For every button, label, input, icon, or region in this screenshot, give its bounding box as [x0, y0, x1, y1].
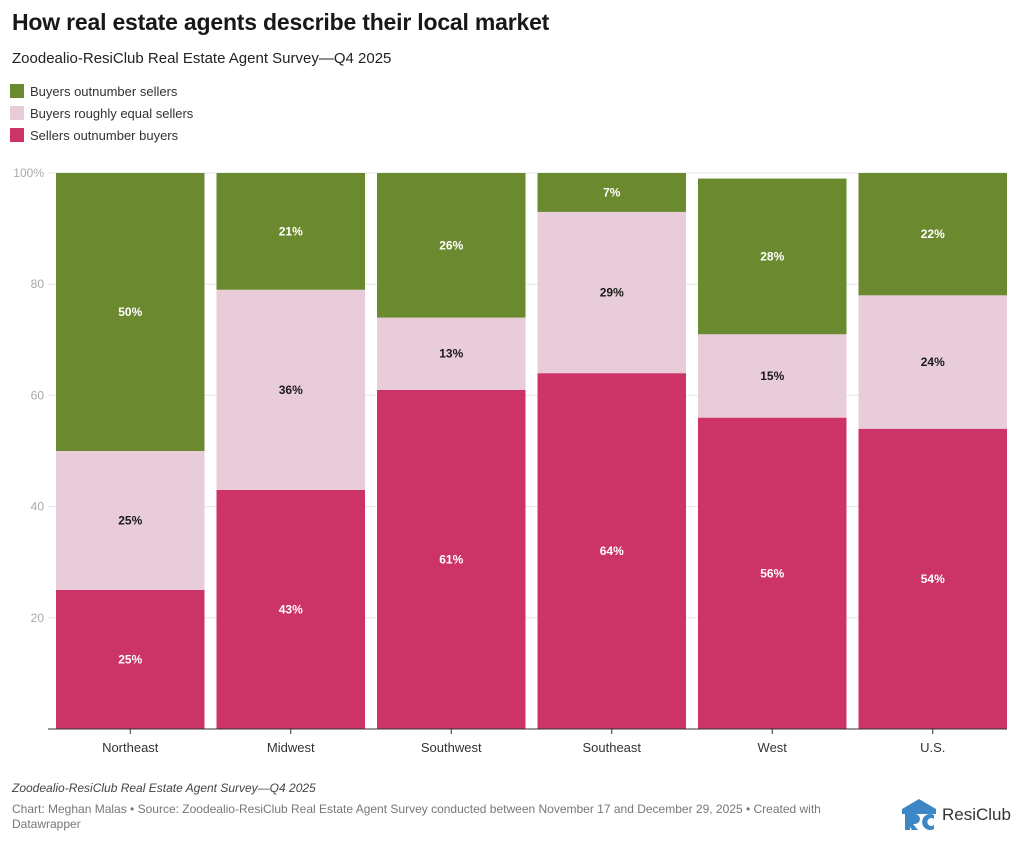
resiclub-logo: ResiClub: [902, 799, 1011, 831]
legend-swatch: [10, 84, 24, 98]
bar-segment: [56, 590, 205, 729]
data-label: 25%: [118, 514, 142, 528]
x-tick-label: West: [758, 740, 788, 755]
legend: Buyers outnumber sellers Buyers roughly …: [10, 80, 193, 146]
bar-segment: [858, 295, 1007, 429]
x-tick-label: Northeast: [102, 740, 159, 755]
legend-swatch: [10, 106, 24, 120]
x-tick-label: U.S.: [920, 740, 945, 755]
data-label: 25%: [118, 653, 142, 667]
bar-segment: [216, 173, 365, 290]
legend-label: Sellers outnumber buyers: [30, 127, 179, 143]
data-label: 22%: [921, 227, 945, 241]
data-label: 24%: [921, 355, 945, 369]
data-label: 36%: [279, 383, 303, 397]
chart-source: Chart: Meghan Malas • Source: Zoodealio-…: [12, 802, 821, 831]
bar-segment: [377, 389, 526, 729]
bar-segment: [698, 178, 847, 335]
bar-segment: [56, 451, 205, 590]
legend-item: Sellers outnumber buyers: [10, 124, 193, 146]
legend-label: Buyers outnumber sellers: [30, 83, 178, 99]
data-label: 43%: [279, 602, 303, 616]
data-label: 61%: [439, 552, 463, 566]
x-tick-label: Southwest: [421, 740, 482, 755]
logo-text: ResiClub: [942, 805, 1011, 824]
bar-segment: [56, 173, 205, 451]
data-label: 64%: [600, 544, 624, 558]
resiclub-logo-icon: [902, 799, 936, 830]
data-label: 13%: [439, 347, 463, 361]
chart-subtitle: Zoodealio-ResiClub Real Estate Agent Sur…: [12, 50, 392, 67]
chart-notes: Zoodealio-ResiClub Real Estate Agent Sur…: [12, 781, 316, 795]
y-tick-label: 60: [31, 388, 45, 402]
bar-segment: [216, 289, 365, 490]
data-label: 29%: [600, 286, 624, 300]
legend-item: Buyers outnumber sellers: [10, 80, 193, 102]
stacked-bar-chart: 20 40 60 80 100% 25% 25% 50% Northeast 43% 36% 21% M…: [13, 166, 1007, 755]
bar-segment: [537, 211, 686, 374]
bar-segment: [216, 489, 365, 729]
bar-segment: [698, 334, 847, 418]
bar-segment: [377, 173, 526, 318]
bar-segment: [698, 417, 847, 729]
legend-label: Buyers roughly equal sellers: [30, 105, 194, 121]
y-tick-label: 40: [31, 500, 45, 514]
y-tick-label: 20: [31, 611, 45, 625]
data-label: 54%: [921, 572, 945, 586]
data-label: 15%: [760, 369, 784, 383]
y-tick-label: 80: [31, 277, 45, 291]
bar-segment: [377, 317, 526, 390]
data-label: 28%: [760, 249, 784, 263]
data-label: 50%: [118, 305, 142, 319]
data-label: 56%: [760, 566, 784, 580]
legend-swatch: [10, 128, 24, 142]
x-tick-label: Southeast: [582, 740, 641, 755]
legend-item: Buyers roughly equal sellers: [10, 102, 193, 124]
bar-segment: [537, 173, 686, 212]
data-label: 21%: [279, 224, 303, 238]
chart-title: How real estate agents describe their lo…: [12, 9, 550, 35]
y-tick-label: 100%: [13, 166, 44, 180]
x-tick-label: Midwest: [267, 740, 315, 755]
bar-segment: [858, 428, 1007, 729]
data-label: 26%: [439, 238, 463, 252]
bar-segment: [858, 173, 1007, 296]
bar-segment: [537, 373, 686, 729]
data-label: 7%: [603, 185, 621, 199]
